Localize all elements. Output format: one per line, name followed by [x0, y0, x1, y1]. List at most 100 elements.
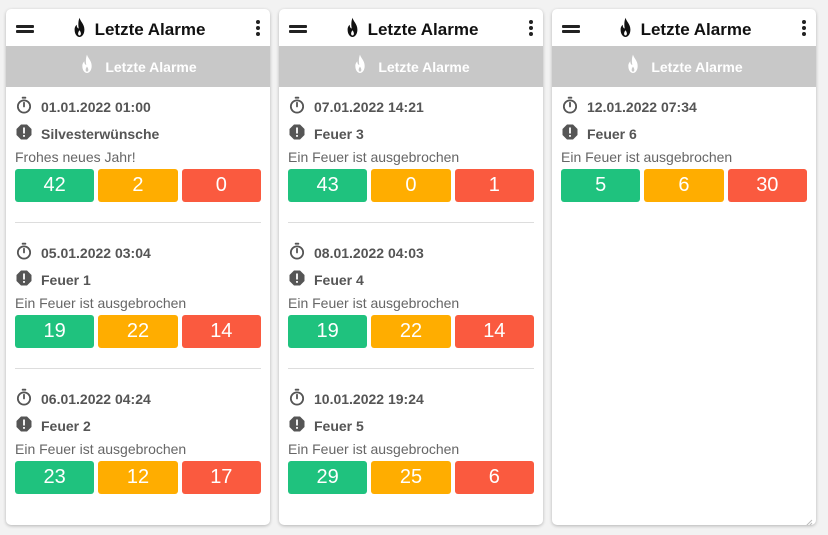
alarm-description: Ein Feuer ist ausgebrochen — [15, 441, 187, 457]
divider — [15, 368, 261, 369]
alarm-counts: 19 22 14 — [288, 315, 534, 348]
count-red[interactable]: 6 — [454, 461, 534, 494]
hamburger-icon[interactable] — [289, 20, 307, 34]
alarm-description: Ein Feuer ist ausgebrochen — [561, 149, 733, 165]
timer-icon — [288, 242, 314, 265]
alert-octagon-icon — [15, 269, 41, 292]
count-orange[interactable]: 25 — [371, 461, 451, 494]
more-vert-icon[interactable] — [801, 20, 807, 36]
flame-icon — [344, 17, 368, 43]
alarm-time: 05.01.2022 03:04 — [41, 245, 151, 261]
alarm-time-row: 08.01.2022 04:03 — [288, 242, 534, 265]
alarm-panel: Letzte Alarme Letzte Alarme 12.01.2022 07:… — [552, 9, 816, 525]
count-orange[interactable]: 2 — [98, 169, 178, 202]
alarm-name: Feuer 4 — [314, 272, 364, 288]
count-red[interactable]: 30 — [727, 169, 807, 202]
alarm-entry[interactable]: 10.01.2022 19:24 Feuer 5 Ein Feuer ist aus… — [288, 388, 534, 494]
count-green[interactable]: 42 — [15, 169, 95, 202]
alarm-entry[interactable]: 12.01.2022 07:34 Feuer 6 Ein Feuer ist aus… — [561, 96, 807, 202]
hamburger-icon[interactable] — [16, 20, 34, 34]
count-red[interactable]: 14 — [181, 315, 261, 348]
alert-octagon-icon — [15, 415, 41, 438]
alarm-name-row: Feuer 3 — [288, 124, 534, 144]
alert-octagon-icon — [15, 123, 41, 146]
divider — [15, 222, 261, 223]
alarm-entry[interactable]: 07.01.2022 14:21 Feuer 3 Ein Feuer ist aus… — [288, 96, 534, 202]
alarm-entry[interactable]: 08.01.2022 04:03 Feuer 4 Ein Feuer ist aus… — [288, 242, 534, 348]
alarm-name-row: Feuer 2 — [15, 416, 261, 436]
alarm-time: 10.01.2022 19:24 — [314, 391, 424, 407]
alarm-time-row: 05.01.2022 03:04 — [15, 242, 261, 263]
panel-subheader: Letzte Alarme — [6, 46, 270, 87]
alarm-time-row: 12.01.2022 07:34 — [561, 96, 807, 119]
alarm-name-row: Feuer 6 — [561, 124, 807, 144]
alarm-name-row: Feuer 4 — [288, 270, 534, 290]
alarm-description: Ein Feuer ist ausgebrochen — [288, 441, 460, 457]
alarm-time: 06.01.2022 04:24 — [41, 391, 151, 407]
count-green[interactable]: 19 — [288, 315, 368, 348]
count-orange[interactable]: 22 — [98, 315, 178, 348]
alarm-name: Feuer 2 — [41, 418, 91, 434]
subheader-label: Letzte Alarme — [105, 58, 197, 75]
alarm-name: Feuer 5 — [314, 418, 364, 434]
timer-icon — [15, 96, 41, 119]
timer-icon — [288, 96, 314, 119]
count-green[interactable]: 19 — [15, 315, 95, 348]
alarm-counts: 43 0 1 — [288, 169, 534, 202]
timer-icon — [15, 388, 41, 411]
count-green[interactable]: 23 — [15, 461, 95, 494]
alarm-entry[interactable]: 01.01.2022 01:00 Silvesterwünsche Frohes n… — [15, 96, 261, 202]
alarm-time-row: 06.01.2022 04:24 — [15, 388, 261, 411]
alarm-name-row: Feuer 1 — [15, 270, 261, 290]
alarm-name-row: Feuer 5 — [288, 416, 534, 436]
panel-title: Letzte Alarme — [367, 20, 479, 39]
alarm-name: Feuer 1 — [41, 272, 91, 288]
count-red[interactable]: 14 — [454, 315, 534, 348]
alarm-time: 08.01.2022 04:03 — [314, 245, 424, 261]
timer-icon — [561, 96, 587, 119]
toolbar-title-group: Letzte Alarme — [552, 17, 816, 43]
panel-title: Letzte Alarme — [94, 20, 206, 39]
count-green[interactable]: 5 — [561, 169, 641, 202]
panel-toolbar: Letzte Alarme — [279, 9, 543, 46]
subheader-label: Letzte Alarme — [378, 58, 470, 75]
panel-toolbar: Letzte Alarme — [552, 9, 816, 46]
alarm-counts: 23 12 17 — [15, 461, 261, 494]
flame-icon — [79, 54, 105, 79]
alert-octagon-icon — [561, 123, 587, 146]
count-red[interactable]: 17 — [181, 461, 261, 494]
alarm-counts: 42 2 0 — [15, 169, 261, 202]
count-orange[interactable]: 0 — [371, 169, 451, 202]
alarm-entry[interactable]: 06.01.2022 04:24 Feuer 2 Ein Feuer ist aus… — [15, 388, 261, 494]
timer-icon — [288, 388, 314, 411]
count-orange[interactable]: 12 — [98, 461, 178, 494]
alarm-time-row: 01.01.2022 01:00 — [15, 96, 261, 119]
panel-toolbar: Letzte Alarme — [6, 9, 270, 46]
alarm-counts: 19 22 14 — [15, 315, 261, 348]
alarm-time-row: 10.01.2022 19:24 — [288, 388, 534, 411]
alarm-time: 07.01.2022 14:21 — [314, 99, 424, 115]
more-vert-icon[interactable] — [255, 20, 261, 36]
count-red[interactable]: 0 — [181, 169, 261, 202]
panel-subheader: Letzte Alarme — [279, 46, 543, 87]
alarm-name-row: Silvesterwünsche — [15, 124, 261, 144]
hamburger-icon[interactable] — [562, 20, 580, 34]
alert-octagon-icon — [288, 123, 314, 146]
alarm-panel: Letzte Alarme Letzte Alarme 07.01.2022 14:… — [279, 9, 543, 525]
count-orange[interactable]: 22 — [371, 315, 451, 348]
alarm-counts: 29 25 6 — [288, 461, 534, 494]
count-green[interactable]: 29 — [288, 461, 368, 494]
alarm-name: Feuer 3 — [314, 126, 364, 142]
divider — [288, 222, 534, 223]
alarm-description: Ein Feuer ist ausgebrochen — [288, 295, 460, 311]
resize-grip-icon[interactable] — [805, 514, 813, 525]
alarm-time: 12.01.2022 07:34 — [587, 99, 697, 115]
divider — [288, 368, 534, 369]
count-red[interactable]: 1 — [454, 169, 534, 202]
alarm-entry[interactable]: 05.01.2022 03:04 Feuer 1 Ein Feuer ist aus… — [15, 242, 261, 348]
more-vert-icon[interactable] — [528, 20, 534, 36]
panel-title: Letzte Alarme — [640, 20, 752, 39]
count-orange[interactable]: 6 — [644, 169, 724, 202]
count-green[interactable]: 43 — [288, 169, 368, 202]
alarm-counts: 5 6 30 — [561, 169, 807, 202]
